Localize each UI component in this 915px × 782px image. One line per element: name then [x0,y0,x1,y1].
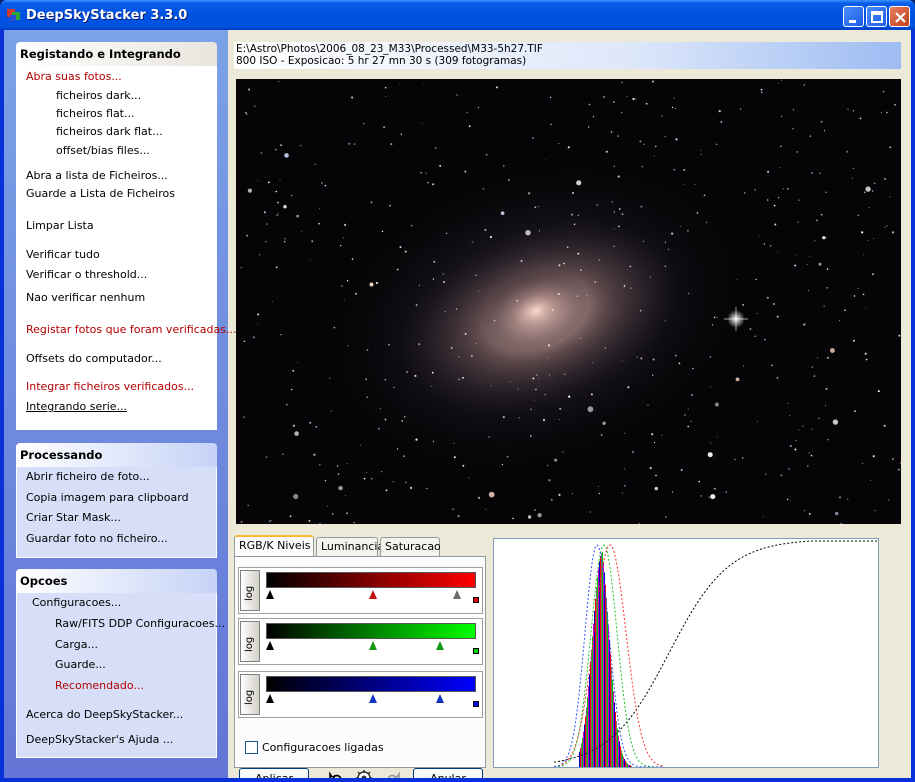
check-none-link[interactable]: Nao verificar nenhum [26,291,146,304]
offset-files-link[interactable]: offset/bias files... [56,144,150,157]
red-levels-control: log [238,567,483,614]
clear-list-link[interactable]: Limpar Lista [26,219,94,232]
tab-saturation[interactable]: Saturacao [380,537,441,556]
about-link[interactable]: Acerca do DeepSkyStacker... [26,708,184,721]
cancel-button[interactable]: Anular [413,768,483,778]
open-photos-link[interactable]: Abra suas fotos... [26,70,122,83]
red-gradient-bar [266,572,476,588]
red-midtone-marker[interactable] [369,590,377,599]
register-group: Registando e Integrando Abra suas fotos.… [16,42,236,430]
open-list-link[interactable]: Abra a lista de Ficheiros... [26,169,168,182]
close-icon [895,12,906,23]
dark-flat-files-link[interactable]: ficheiros dark flat... [56,125,163,138]
open-picture-link[interactable]: Abrir ficheiro de foto... [26,470,150,483]
blue-color-swatch [473,701,479,707]
save-settings-link[interactable]: Guarde... [55,658,106,671]
blue-levels-control: log [238,671,483,718]
maximize-button[interactable] [866,6,887,27]
options-group-heading[interactable]: Opcoes [16,569,217,593]
processing-group-body: Abrir ficheiro de foto... Copia imagem p… [16,467,217,558]
save-list-link[interactable]: Guarde a Lista de Ficheiros [26,187,175,200]
green-color-swatch [473,648,479,654]
undo-icon[interactable] [328,771,344,778]
settings-gear-icon[interactable] [355,769,373,778]
tab-rgb-levels[interactable]: RGB/K Niveis [234,535,314,557]
green-black-point-marker[interactable] [266,641,274,650]
blue-white-point-marker[interactable] [436,694,444,703]
green-levels-control: log [238,618,483,665]
app-icon [7,9,20,21]
red-log-label: log [244,585,255,601]
options-group: Opcoes Configuracoes... Raw/FITS DDP Con… [16,569,225,758]
red-white-point-marker[interactable] [453,590,461,599]
galaxy-image [236,79,901,524]
histogram-chart [553,540,878,768]
close-button[interactable] [889,6,910,27]
batch-stacking-link[interactable]: Integrando serie... [26,400,128,413]
redo-icon [387,771,400,778]
processing-group: Processando Abrir ficheiro de foto... Co… [16,443,217,558]
check-threshold-link[interactable]: Verificar o threshold... [26,268,148,281]
blue-gradient-bar [266,676,476,692]
dark-files-link[interactable]: ficheiros dark... [56,89,142,102]
save-picture-link[interactable]: Guardar foto no ficheiro... [26,532,168,545]
exposure-details: 800 ISO - Exposicao: 5 hr 27 mn 30 s (30… [236,55,527,67]
blue-log-label: log [244,689,255,705]
red-color-swatch [473,597,479,603]
green-log-label: log [244,636,255,652]
image-viewer[interactable] [236,79,901,524]
flat-files-link[interactable]: ficheiros flat... [56,107,135,120]
levels-panel: log log log [234,556,486,778]
blue-log-button[interactable]: log [240,674,260,715]
red-black-point-marker[interactable] [266,590,274,599]
stack-checked-link[interactable]: Integrar ficheiros verificados... [26,380,195,393]
register-checked-link[interactable]: Registar fotos que foram verificadas... [26,323,237,336]
help-link[interactable]: DeepSkyStacker's Ajuda ... [26,733,174,746]
linked-settings-checkbox[interactable] [245,741,258,754]
linked-settings-label: Configuracoes ligadas [262,741,384,754]
load-settings-link[interactable]: Carga... [55,638,98,651]
register-group-heading[interactable]: Registando e Integrando [16,42,217,66]
tab-luminance[interactable]: Luminancia [316,537,384,556]
recommended-link[interactable]: Recomendado... [55,679,144,692]
window-title: DeepSkyStacker 3.3.0 [26,8,188,23]
copy-clipboard-link[interactable]: Copia imagem para clipboard [26,491,189,504]
file-path: E:\Astro\Photos\2006_08_23_M33\Processed… [236,43,543,55]
histogram-view [493,538,879,768]
maximize-icon [871,11,883,23]
apply-button[interactable]: Aplicar [239,768,309,778]
task-pane: Registando e Integrando Abra suas fotos.… [4,30,236,778]
blue-midtone-marker[interactable] [369,694,377,703]
file-info-bar: E:\Astro\Photos\2006_08_23_M33\Processed… [234,42,901,69]
red-log-button[interactable]: log [240,570,260,611]
blue-black-point-marker[interactable] [266,694,274,703]
register-group-body: Abra suas fotos... ficheiros dark... fic… [16,66,236,430]
check-all-link[interactable]: Verificar tudo [26,248,100,261]
raw-settings-link[interactable]: Raw/FITS DDP Configuracoes... [55,617,225,630]
green-gradient-bar [266,623,476,639]
green-white-point-marker[interactable] [436,641,444,650]
title-bar[interactable]: DeepSkyStacker 3.3.0 [0,0,915,30]
minimize-button[interactable] [843,6,864,27]
create-starmask-link[interactable]: Criar Star Mask... [26,511,121,524]
settings-link[interactable]: Configuracoes... [32,596,122,609]
client-area: Registando e Integrando Abra suas fotos.… [4,30,911,778]
options-group-body: Configuracoes... Raw/FITS DDP Configurac… [16,593,225,758]
minimize-icon [849,20,856,23]
processing-group-heading[interactable]: Processando [16,443,217,467]
green-log-button[interactable]: log [240,621,260,662]
green-midtone-marker[interactable] [369,641,377,650]
computer-offsets-link[interactable]: Offsets do computador... [26,352,162,365]
